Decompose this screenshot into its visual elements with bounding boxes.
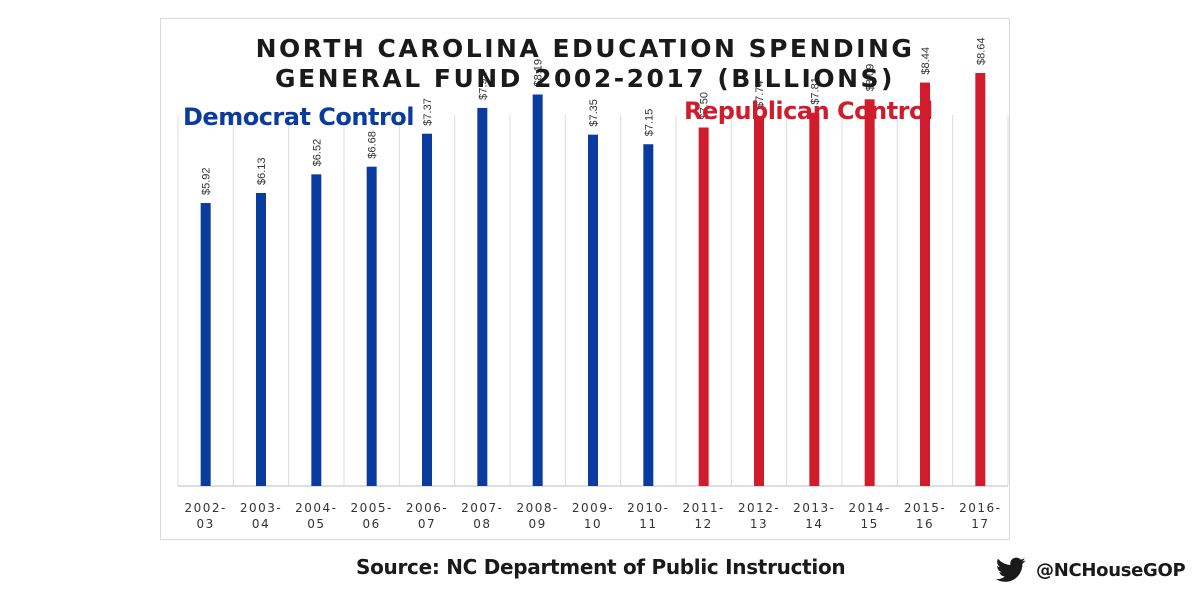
gridlines bbox=[177, 115, 1009, 487]
x-tick-label: 2013- bbox=[793, 501, 835, 515]
x-tick-label: 2008- bbox=[516, 501, 558, 515]
x-tick-label: 08 bbox=[473, 517, 491, 531]
handle-text: @NCHouseGOP bbox=[1036, 559, 1186, 581]
bar-value-label: $7.50 bbox=[699, 92, 711, 120]
bar bbox=[698, 127, 709, 486]
x-tick-label: 09 bbox=[529, 517, 547, 531]
x-tick-label: 11 bbox=[639, 517, 657, 531]
x-tick-label: 10 bbox=[584, 517, 602, 531]
bar bbox=[366, 166, 377, 487]
bars bbox=[200, 73, 986, 487]
bar-value-label: $7.15 bbox=[643, 109, 655, 137]
bar bbox=[754, 116, 764, 486]
x-tick-label: 2016- bbox=[959, 501, 1001, 515]
bar-value-label: $8.09 bbox=[865, 64, 877, 92]
bar bbox=[643, 144, 654, 487]
x-tick-label: 2004- bbox=[295, 501, 337, 515]
republican-control-label: Republican Control bbox=[684, 97, 933, 125]
bar bbox=[200, 203, 211, 487]
bar-value-label: $7.35 bbox=[588, 99, 600, 127]
bar bbox=[975, 73, 986, 487]
x-tick-label: 2006- bbox=[406, 501, 448, 515]
x-tick-label: 2009- bbox=[572, 501, 614, 515]
x-tick-label: 16 bbox=[916, 517, 934, 531]
x-tick-label: 15 bbox=[861, 517, 879, 531]
x-tick-label: 04 bbox=[252, 517, 270, 531]
x-tick-label: 17 bbox=[971, 517, 989, 531]
bar-value-label: $7.81 bbox=[809, 77, 821, 105]
x-tick-label: 2002- bbox=[184, 501, 226, 515]
twitter-handle[interactable]: @NCHouseGOP bbox=[996, 557, 1186, 583]
x-tick-label: 05 bbox=[307, 517, 325, 531]
x-tick-label: 12 bbox=[695, 517, 713, 531]
x-tick-label: 2005- bbox=[350, 501, 392, 515]
chart-title-line-2: GENERAL FUND 2002-2017 (BILLIONS) bbox=[275, 64, 895, 93]
source-note: Source: NC Department of Public Instruct… bbox=[356, 555, 846, 579]
x-tick-label: 2015- bbox=[904, 501, 946, 515]
bar-value-label: $6.68 bbox=[367, 131, 379, 159]
chart-title-line-1: NORTH CAROLINA EDUCATION SPENDING bbox=[255, 34, 915, 63]
x-tick-label: 06 bbox=[363, 517, 381, 531]
x-tick-label: 13 bbox=[750, 517, 768, 531]
bar-value-label: $8.64 bbox=[975, 37, 987, 65]
bar bbox=[809, 112, 820, 486]
twitter-bird-icon bbox=[996, 557, 1026, 582]
bar bbox=[422, 133, 432, 487]
bar-value-label: $8.19 bbox=[533, 59, 545, 87]
x-tick-label: 2012- bbox=[738, 501, 780, 515]
bar bbox=[256, 192, 266, 486]
bar-value-label: $6.52 bbox=[311, 139, 323, 167]
x-tick-label: 2003- bbox=[240, 501, 282, 515]
bar-value-label: $6.13 bbox=[256, 157, 268, 185]
x-tick-label: 2007- bbox=[461, 501, 503, 515]
x-tick-label: 03 bbox=[197, 517, 215, 531]
bar bbox=[311, 174, 322, 486]
x-tick-label: 2014- bbox=[848, 501, 890, 515]
x-tick-labels: 2002- 03 2003- 04 2004- 05 2005- 06 2006- 07 2007-… bbox=[184, 501, 1001, 531]
bar bbox=[588, 134, 598, 487]
x-tick-label: 2010- bbox=[627, 501, 669, 515]
bar-value-labels: $5.92 $6.13 $6.52 $6.68 $7.37 $7.91 $8.19 $7.35… bbox=[201, 37, 988, 195]
bar-value-label: $7.91 bbox=[477, 72, 489, 100]
bar bbox=[864, 99, 875, 486]
x-tick-label: 07 bbox=[418, 517, 436, 531]
bar-value-label: $5.92 bbox=[201, 167, 213, 195]
x-tick-label: 2011- bbox=[682, 501, 724, 515]
democrat-control-label: Democrat Control bbox=[183, 103, 415, 131]
bar bbox=[477, 107, 488, 486]
bar-value-label: $7.74 bbox=[754, 80, 766, 108]
bar-value-label: $7.37 bbox=[422, 98, 434, 126]
bar bbox=[920, 82, 930, 487]
bar-value-label: $8.44 bbox=[920, 47, 932, 75]
x-tick-label: 14 bbox=[805, 517, 823, 531]
bar bbox=[532, 94, 543, 486]
